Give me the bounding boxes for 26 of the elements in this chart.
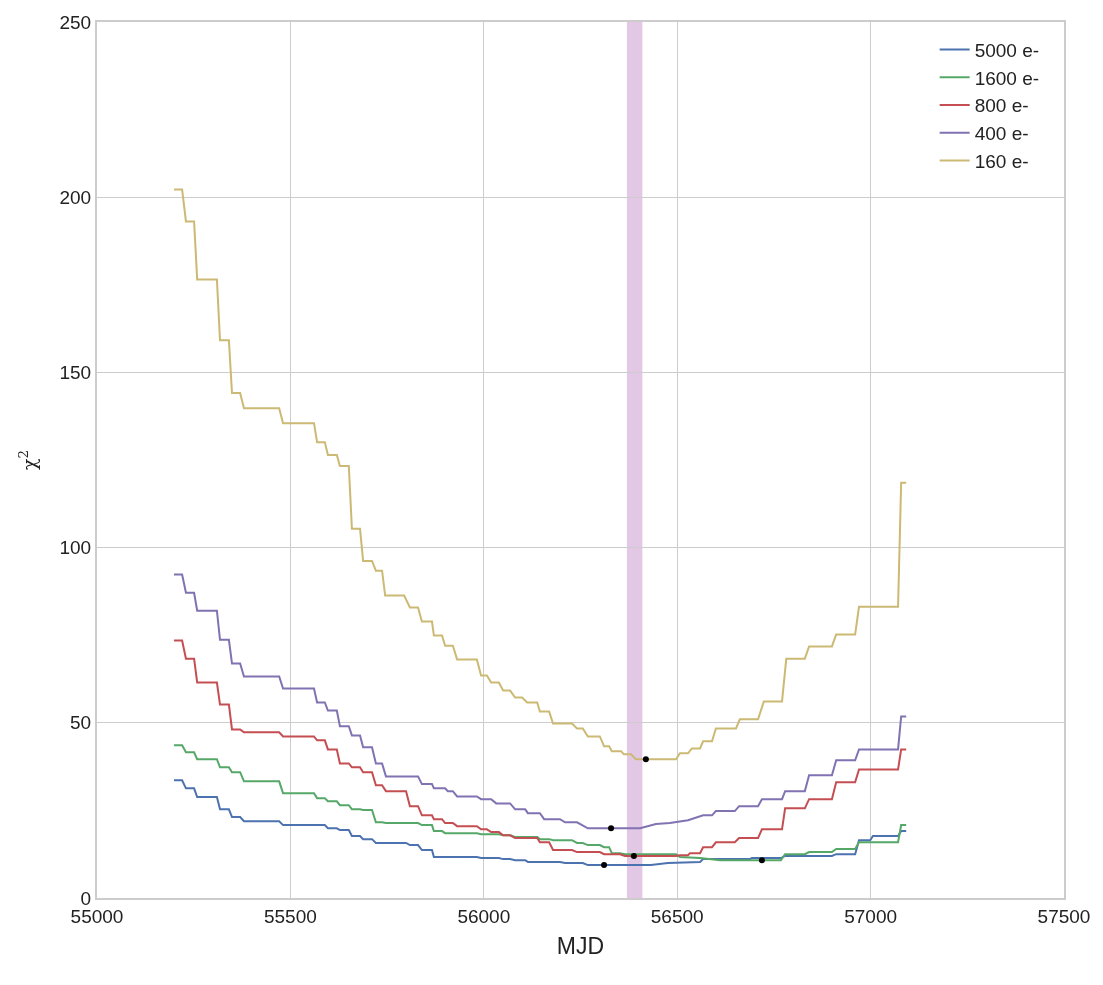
x-tick-label: 57000 [844,905,898,927]
y-tick-label: 100 [59,537,92,559]
line-series [172,188,908,761]
point [642,756,649,763]
legend-label: 800 e- [974,95,1029,117]
x-tick-label: 55500 [263,905,317,927]
legend-label: 1600 e- [974,67,1040,89]
x-tick-label: 57500 [1037,905,1091,927]
legend-label: 160 e- [974,150,1029,172]
point [630,852,637,859]
legend-label: 5000 e- [974,40,1040,62]
line-series [172,744,908,862]
line-series [172,779,908,867]
line-series [172,573,908,830]
point [601,862,608,869]
x-axis-title: MJD [556,932,605,959]
x-tick-label: 56500 [650,905,704,927]
y-tick-label: 50 [70,712,92,734]
y-tick-label: 250 [59,11,92,33]
x-tick-label: 56000 [457,905,511,927]
point [758,857,765,864]
line-series [172,639,908,857]
y-tick-label: 150 [59,362,92,384]
y-tick-label: 200 [59,186,92,208]
legend-label: 400 e- [974,123,1029,145]
point [608,825,615,832]
